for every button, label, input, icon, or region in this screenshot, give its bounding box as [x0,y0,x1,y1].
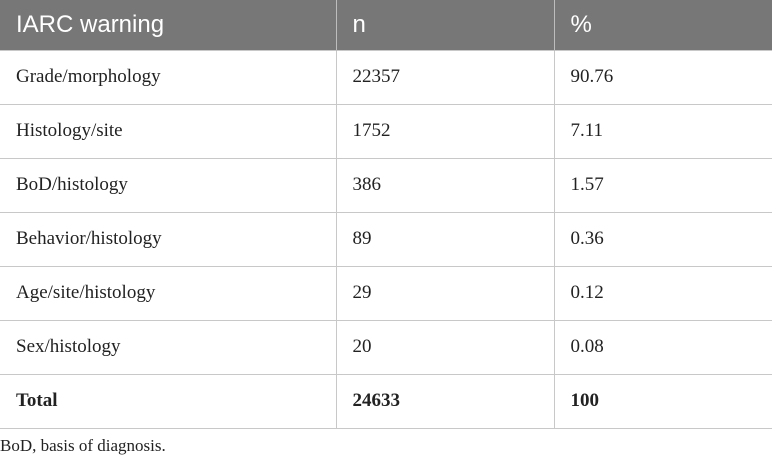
cell-total-n: 24633 [336,373,555,429]
cell-warning: Grade/morphology [0,49,337,104]
table-row: Grade/morphology 22357 90.76 [0,49,772,104]
cell-n: 89 [336,211,555,266]
table-footnote: BoD, basis of diagnosis. [0,436,166,455]
cell-n: 20 [336,319,555,374]
cell-warning: BoD/histology [0,157,337,212]
header-n: n [336,0,555,50]
cell-n: 22357 [336,49,555,104]
table-header: IARC warning n % [0,0,772,50]
cell-total-percent: 100 [554,373,772,429]
cell-warning: Histology/site [0,103,337,158]
cell-n: 29 [336,265,555,320]
cell-n: 386 [336,157,555,212]
iarc-warning-table: IARC warning n % Grade/morphology 22357 … [0,0,772,429]
header-iarc-warning: IARC warning [0,0,337,50]
cell-percent: 90.76 [554,49,772,104]
table-row: Age/site/histology 29 0.12 [0,265,772,320]
table-row: BoD/histology 386 1.57 [0,157,772,212]
table-body: Grade/morphology 22357 90.76 Histology/s… [0,49,772,429]
cell-percent: 7.11 [554,103,772,158]
table-row: Histology/site 1752 7.11 [0,103,772,158]
cell-percent: 0.36 [554,211,772,266]
cell-n: 1752 [336,103,555,158]
header-percent: % [554,0,772,50]
total-row: Total 24633 100 [0,373,772,429]
cell-total-label: Total [0,373,337,429]
cell-warning: Sex/histology [0,319,337,374]
table-row: Behavior/histology 89 0.36 [0,211,772,266]
cell-percent: 0.08 [554,319,772,374]
cell-percent: 1.57 [554,157,772,212]
table-row: Sex/histology 20 0.08 [0,319,772,374]
cell-percent: 0.12 [554,265,772,320]
header-row: IARC warning n % [0,0,772,50]
cell-warning: Age/site/histology [0,265,337,320]
cell-warning: Behavior/histology [0,211,337,266]
data-table-container: IARC warning n % Grade/morphology 22357 … [0,0,772,429]
